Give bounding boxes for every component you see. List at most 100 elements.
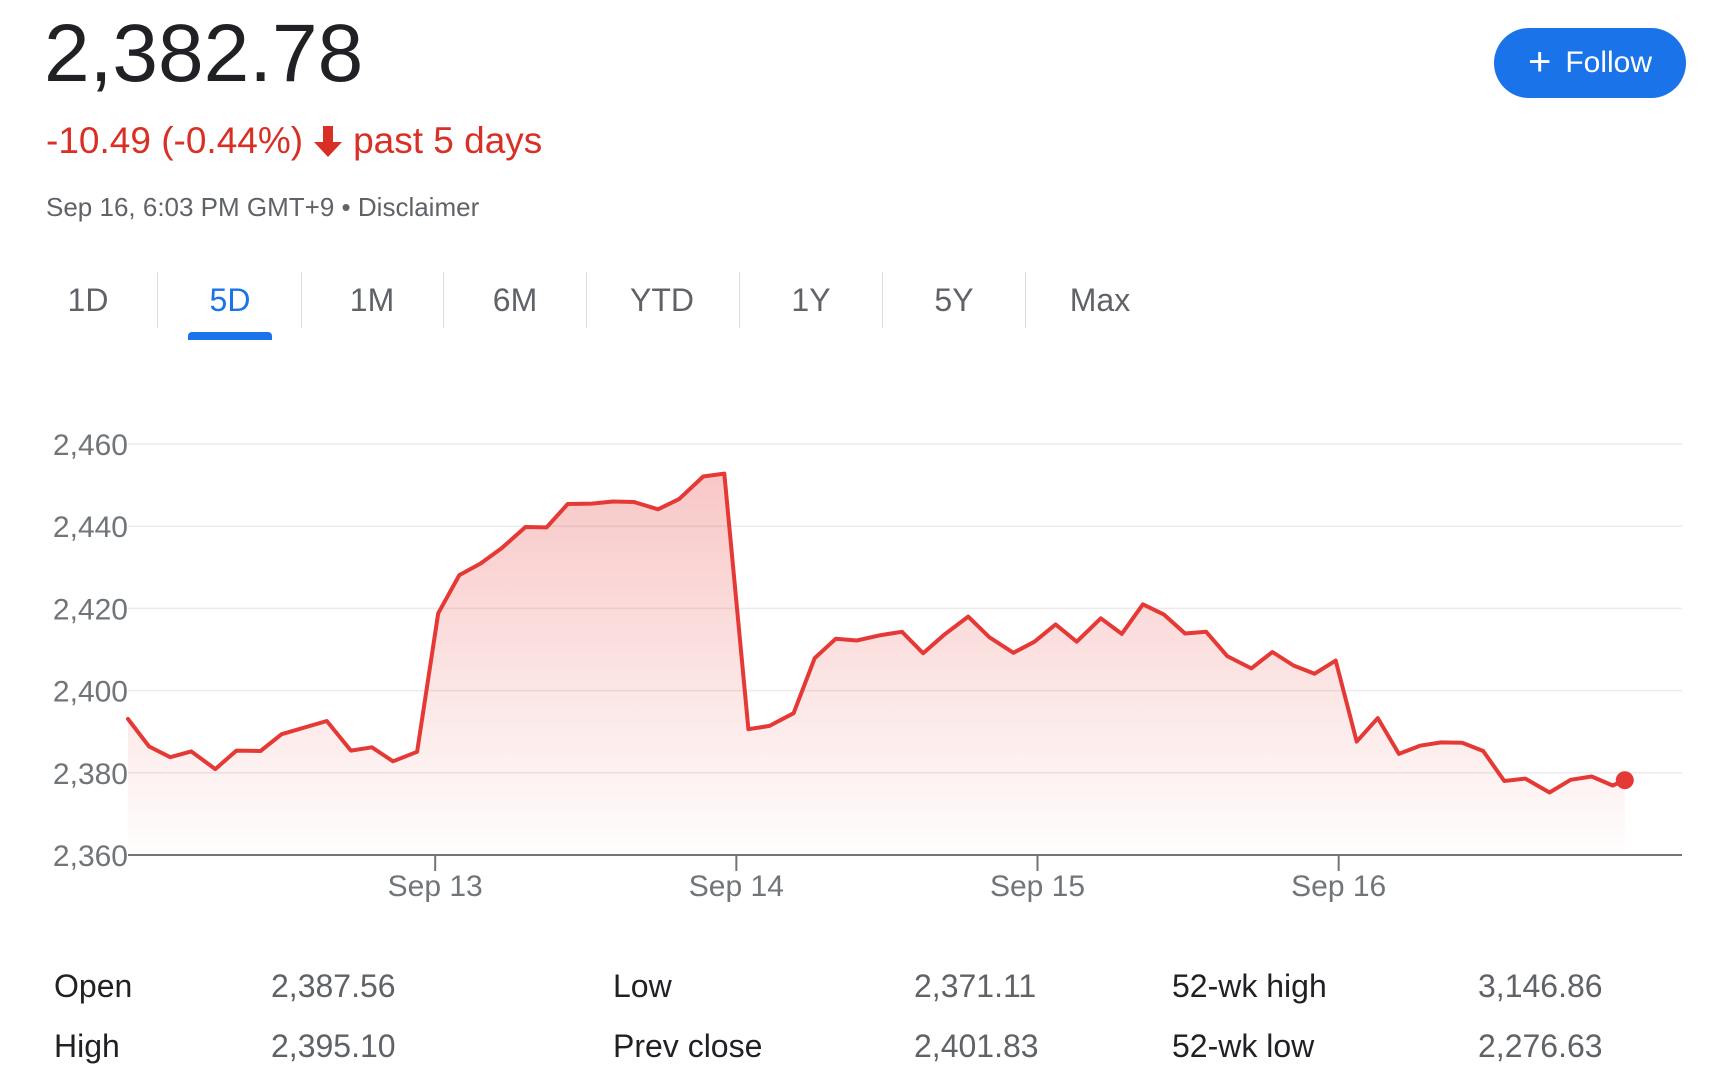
change-period: past 5 days [353,120,543,161]
data-point [1249,666,1253,670]
tab-divider [301,272,302,328]
stat-label-52wk-high: 52-wk high [1172,968,1327,1004]
stat-label-prev-close: Prev close [613,1028,763,1064]
x-tick-label: Sep 16 [1291,870,1386,903]
data-point [349,749,353,753]
data-point [656,507,660,511]
data-point [1590,774,1594,778]
disclaimer-link[interactable]: Disclaimer [357,192,480,222]
data-point [590,502,594,506]
data-point [900,630,904,634]
tab-5d[interactable]: 5D [186,268,274,332]
tab-1y[interactable]: 1Y [791,281,831,318]
stat-label-open: Open [54,968,133,1004]
tab-max[interactable]: Max [1069,281,1131,318]
data-point [1099,616,1103,620]
data-point [1397,752,1401,756]
tab-5y[interactable]: 5Y [934,281,974,318]
data-point [1547,791,1551,795]
change-value: -10.49 (-0.44%) [46,120,304,161]
data-point [879,633,883,637]
tab-divider [443,272,444,328]
data-point [792,711,796,715]
y-tick-label: 2,360 [53,840,128,873]
data-point [1162,613,1166,617]
x-tick-label: Sep 14 [689,870,784,903]
data-point [1481,749,1485,753]
data-point [1355,740,1359,744]
y-tick-label: 2,420 [53,593,128,626]
data-point [168,755,172,759]
data-point [147,744,151,748]
data-point [1270,650,1274,654]
y-tick-label: 2,460 [53,429,128,462]
separator-dot: • [341,192,351,222]
data-point [1439,740,1443,744]
data-point [1054,622,1058,626]
price-chart[interactable]: 2,460 2,440 2,420 2,400 2,380 2,360 Sep 13 Sep … [0,400,1710,920]
data-point [677,497,681,501]
stat-value-low: 2,371.11 [914,968,1037,1004]
tab-1d[interactable]: 1D [67,281,109,318]
data-point [545,525,549,529]
stat-value-high: 2,395.10 [271,1028,396,1064]
data-point [1225,654,1229,658]
data-point [1502,779,1506,783]
tab-divider [586,272,587,328]
tab-divider [882,272,883,328]
data-point [632,500,636,504]
follow-button[interactable]: + Follow [1494,28,1686,98]
x-tick-label: Sep 13 [388,870,483,903]
data-point [1033,640,1037,644]
data-point [1204,630,1208,634]
data-point [966,615,970,619]
stat-value-52wk-low: 2,276.63 [1478,1028,1603,1064]
data-point [1313,672,1317,676]
data-point [1569,778,1573,782]
data-point [189,749,193,753]
tab-divider [157,272,158,328]
data-point [611,500,615,504]
data-point [1460,741,1464,745]
data-point [415,750,419,754]
data-point [478,562,482,566]
stat-label-52wk-low: 52-wk low [1172,1028,1315,1064]
y-tick-label: 2,380 [53,758,128,791]
data-point [855,638,859,642]
data-point [722,472,726,476]
arrow-down-icon [314,126,343,157]
series-line [126,471,1627,795]
tab-ytd[interactable]: YTD [630,281,694,318]
x-tick-label: Sep 15 [990,870,1085,903]
data-point [391,759,395,763]
data-point [701,474,705,478]
data-point [1183,631,1187,635]
stat-label-high: High [54,1028,120,1064]
data-point [1611,784,1615,788]
price-change: -10.49 (-0.44%) past 5 days [46,118,542,164]
data-point [436,611,440,615]
data-point [1376,716,1380,720]
data-point [234,749,238,753]
stats-table: Open 2,387.56 High 2,395.10 Low 2,371.11… [0,960,1710,1080]
tab-6m[interactable]: 6M [492,281,538,318]
data-point [1334,659,1338,663]
data-point [566,502,570,506]
data-point [370,745,374,749]
stat-value-52wk-high: 3,146.86 [1478,968,1603,1004]
last-price-marker [1615,771,1634,790]
data-point [457,573,461,577]
data-point [1075,640,1079,644]
data-point [746,727,750,731]
data-point [1141,602,1145,606]
data-point [524,525,528,529]
tab-divider [1025,272,1026,328]
data-point [767,724,771,728]
data-point [499,546,503,550]
tab-1m[interactable]: 1M [349,281,395,318]
timestamp: Sep 16, 6:03 PM GMT+9 [46,192,335,222]
stat-value-open: 2,387.56 [271,968,396,1004]
follow-label: Follow [1565,46,1653,79]
plus-icon: + [1527,39,1552,84]
data-point [325,719,329,723]
